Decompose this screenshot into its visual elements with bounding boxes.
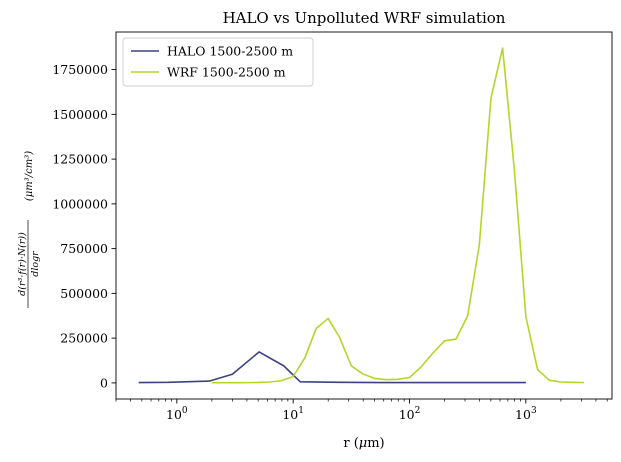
x-tick-label: 102 bbox=[399, 406, 421, 422]
y-tick-label: 1000000 bbox=[52, 196, 108, 211]
series-line-1 bbox=[138, 351, 526, 384]
legend-label: WRF 1500-2500 m bbox=[167, 65, 286, 80]
y-tick-label: 500000 bbox=[60, 286, 108, 301]
y-tick-label: 1750000 bbox=[52, 62, 108, 77]
x-axis-ticks: 100 101 102 103 bbox=[115, 399, 608, 422]
y-label-numerator: d(r³·f(r)·N(r)) bbox=[17, 232, 28, 296]
x-tick-label: 103 bbox=[515, 406, 537, 422]
x-axis-label: r (μm) bbox=[343, 436, 384, 451]
y-tick-label: 1500000 bbox=[52, 107, 108, 122]
y-tick-label: 750000 bbox=[60, 241, 108, 256]
legend: HALO 1500-2500 m WRF 1500-2500 m bbox=[122, 37, 314, 87]
x-tick-label: 100 bbox=[166, 406, 188, 422]
plot-area bbox=[115, 31, 613, 400]
y-label-denominator: dlogr bbox=[30, 250, 41, 277]
y-tick-label: 250000 bbox=[60, 331, 108, 346]
axes-frame bbox=[115, 31, 613, 400]
chart-title: HALO vs Unpolluted WRF simulation bbox=[223, 9, 506, 27]
y-label-units: (μm³/cm³) bbox=[24, 151, 35, 201]
y-axis-ticks: 0 250000 500000 750000 1000000 1250000 1500000… bbox=[52, 62, 116, 390]
y-tick-label: 1250000 bbox=[52, 152, 108, 167]
y-tick-label: 0 bbox=[100, 375, 108, 390]
legend-label: HALO 1500-2500 m bbox=[167, 44, 293, 59]
series-lines bbox=[138, 47, 585, 384]
legend-box bbox=[122, 37, 314, 87]
y-axis-label-text: d(r³·f(r)·N(r)) dlogr (μm³/cm³) bbox=[17, 151, 41, 308]
y-axis-label: d(r³·f(r)·N(r)) dlogr (μm³/cm³) bbox=[17, 151, 41, 308]
series-line-2 bbox=[211, 47, 585, 384]
x-tick-label: 101 bbox=[282, 406, 304, 422]
